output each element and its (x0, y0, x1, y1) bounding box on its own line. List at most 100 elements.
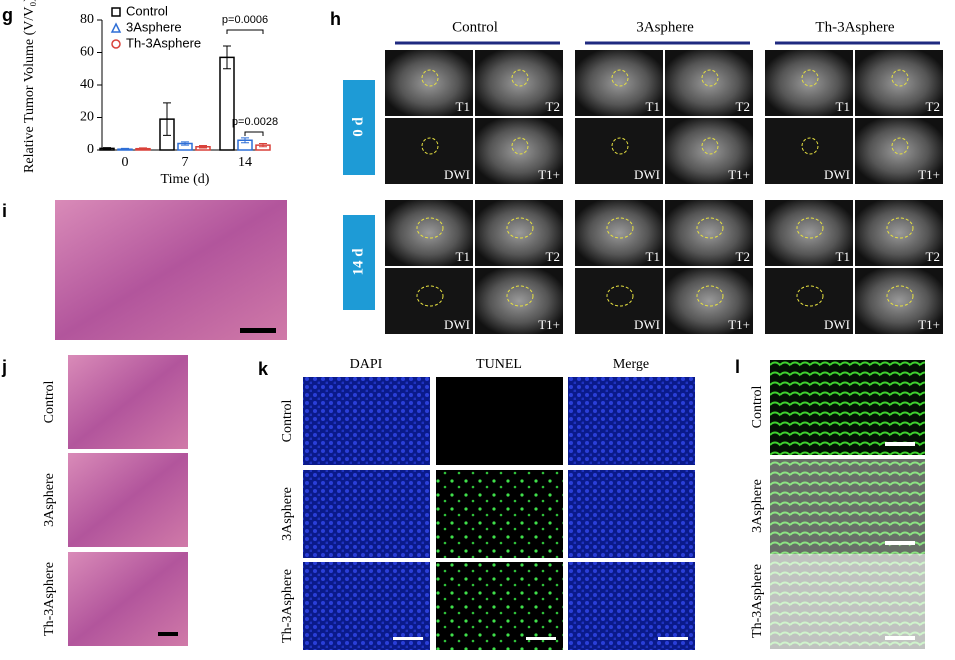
column-header: Th-3Asphere (815, 19, 894, 35)
scale-bar (240, 328, 276, 333)
panel-letter: i (2, 201, 7, 221)
x-axis-title: Time (d) (161, 172, 210, 187)
annotation: p=0.0028 (232, 116, 278, 128)
fluorescence-image (436, 377, 563, 465)
error-bar (139, 147, 147, 151)
row-label: Control (42, 381, 57, 424)
mri-image (665, 50, 753, 116)
roi-outline (511, 137, 529, 155)
roi-outline (611, 69, 629, 87)
mri-image (765, 50, 853, 116)
histology-image (68, 453, 188, 547)
row-label: Th-3Asphere (750, 564, 765, 638)
mri-image (385, 268, 473, 334)
error-bar (241, 137, 249, 144)
sequence-label: T1 (646, 249, 660, 264)
sequence-label: T1+ (538, 167, 560, 182)
sequence-label: T1+ (918, 317, 940, 332)
row-label: Th-3Asphere (280, 569, 295, 643)
row-label: 3Asphere (42, 473, 57, 527)
scale-bar (885, 636, 915, 640)
mri-image (475, 200, 563, 266)
fluorescence-image (568, 377, 695, 465)
panel-letter: h (330, 9, 341, 29)
fluorescence-image (568, 562, 695, 650)
column-header: DAPI (350, 357, 383, 372)
roi-outline (701, 137, 719, 155)
roi-outline (701, 69, 719, 87)
roi-outline (421, 69, 439, 87)
error-bar (103, 147, 111, 150)
bracket (226, 29, 264, 34)
mri-image (855, 118, 943, 184)
legend-label: Th-3Asphere (126, 35, 201, 50)
y-tick-label: 60 (80, 45, 94, 60)
sequence-label: DWI (634, 317, 660, 332)
panel-letter: l (735, 357, 740, 377)
mri-image (855, 200, 943, 266)
sequence-label: DWI (824, 317, 850, 332)
roi-outline (891, 69, 909, 87)
roi-outline (506, 217, 534, 239)
mri-image (475, 50, 563, 116)
sequence-label: T1+ (728, 317, 750, 332)
roi-outline (796, 285, 824, 307)
mri-image (765, 118, 853, 184)
fluorescence-image (770, 554, 925, 649)
mri-image (385, 118, 473, 184)
scale-bar (885, 442, 915, 446)
fluorescence-image (303, 377, 430, 465)
mri-image (475, 118, 563, 184)
sequence-label: T1+ (728, 167, 750, 182)
panel-letter: k (258, 359, 269, 379)
error-bar (199, 144, 207, 149)
error-bar (163, 102, 171, 136)
sequence-label: T1 (646, 99, 660, 114)
roi-outline (416, 217, 444, 239)
sequence-label: T1 (456, 249, 470, 264)
scale-bar (526, 637, 556, 640)
fluorescence-image (770, 360, 925, 455)
mri-image (385, 200, 473, 266)
sequence-label: T1+ (918, 167, 940, 182)
fluorescence-image (436, 562, 563, 650)
column-header: Merge (613, 357, 649, 372)
mri-image (575, 118, 663, 184)
roi-outline (506, 285, 534, 307)
column-header: 3Asphere (636, 19, 694, 35)
roi-outline (696, 217, 724, 239)
fluorescence-image (303, 562, 430, 650)
x-tick-label: 0 (122, 155, 129, 170)
bracket (244, 131, 264, 136)
legend-label: 3Asphere (126, 19, 182, 34)
mri-image (665, 118, 753, 184)
bar (219, 56, 235, 151)
sequence-label: T1 (836, 99, 850, 114)
row-label: 0 d (350, 117, 366, 137)
fluorescence-image (568, 470, 695, 558)
scale-bar (658, 637, 688, 640)
row-tag (343, 215, 375, 310)
annotation: p=0.0006 (222, 14, 268, 26)
row-label: 3Asphere (750, 479, 765, 533)
mri-image (665, 200, 753, 266)
legend-symbol (111, 7, 121, 17)
sequence-label: T1 (456, 99, 470, 114)
mri-image (765, 268, 853, 334)
roi-outline (421, 137, 439, 155)
mri-image (765, 200, 853, 266)
mri-image (665, 268, 753, 334)
fluorescence-image (436, 470, 563, 558)
sequence-label: DWI (444, 167, 470, 182)
row-label: Control (280, 400, 295, 443)
fluorescence-image (303, 470, 430, 558)
error-bar (223, 45, 231, 70)
sequence-label: DWI (634, 167, 660, 182)
scale-bar (885, 541, 915, 545)
sequence-label: DWI (444, 317, 470, 332)
histology-image (55, 200, 287, 340)
roi-outline (696, 285, 724, 307)
row-label: Th-3Asphere (42, 562, 57, 636)
sequence-label: T2 (546, 249, 560, 264)
